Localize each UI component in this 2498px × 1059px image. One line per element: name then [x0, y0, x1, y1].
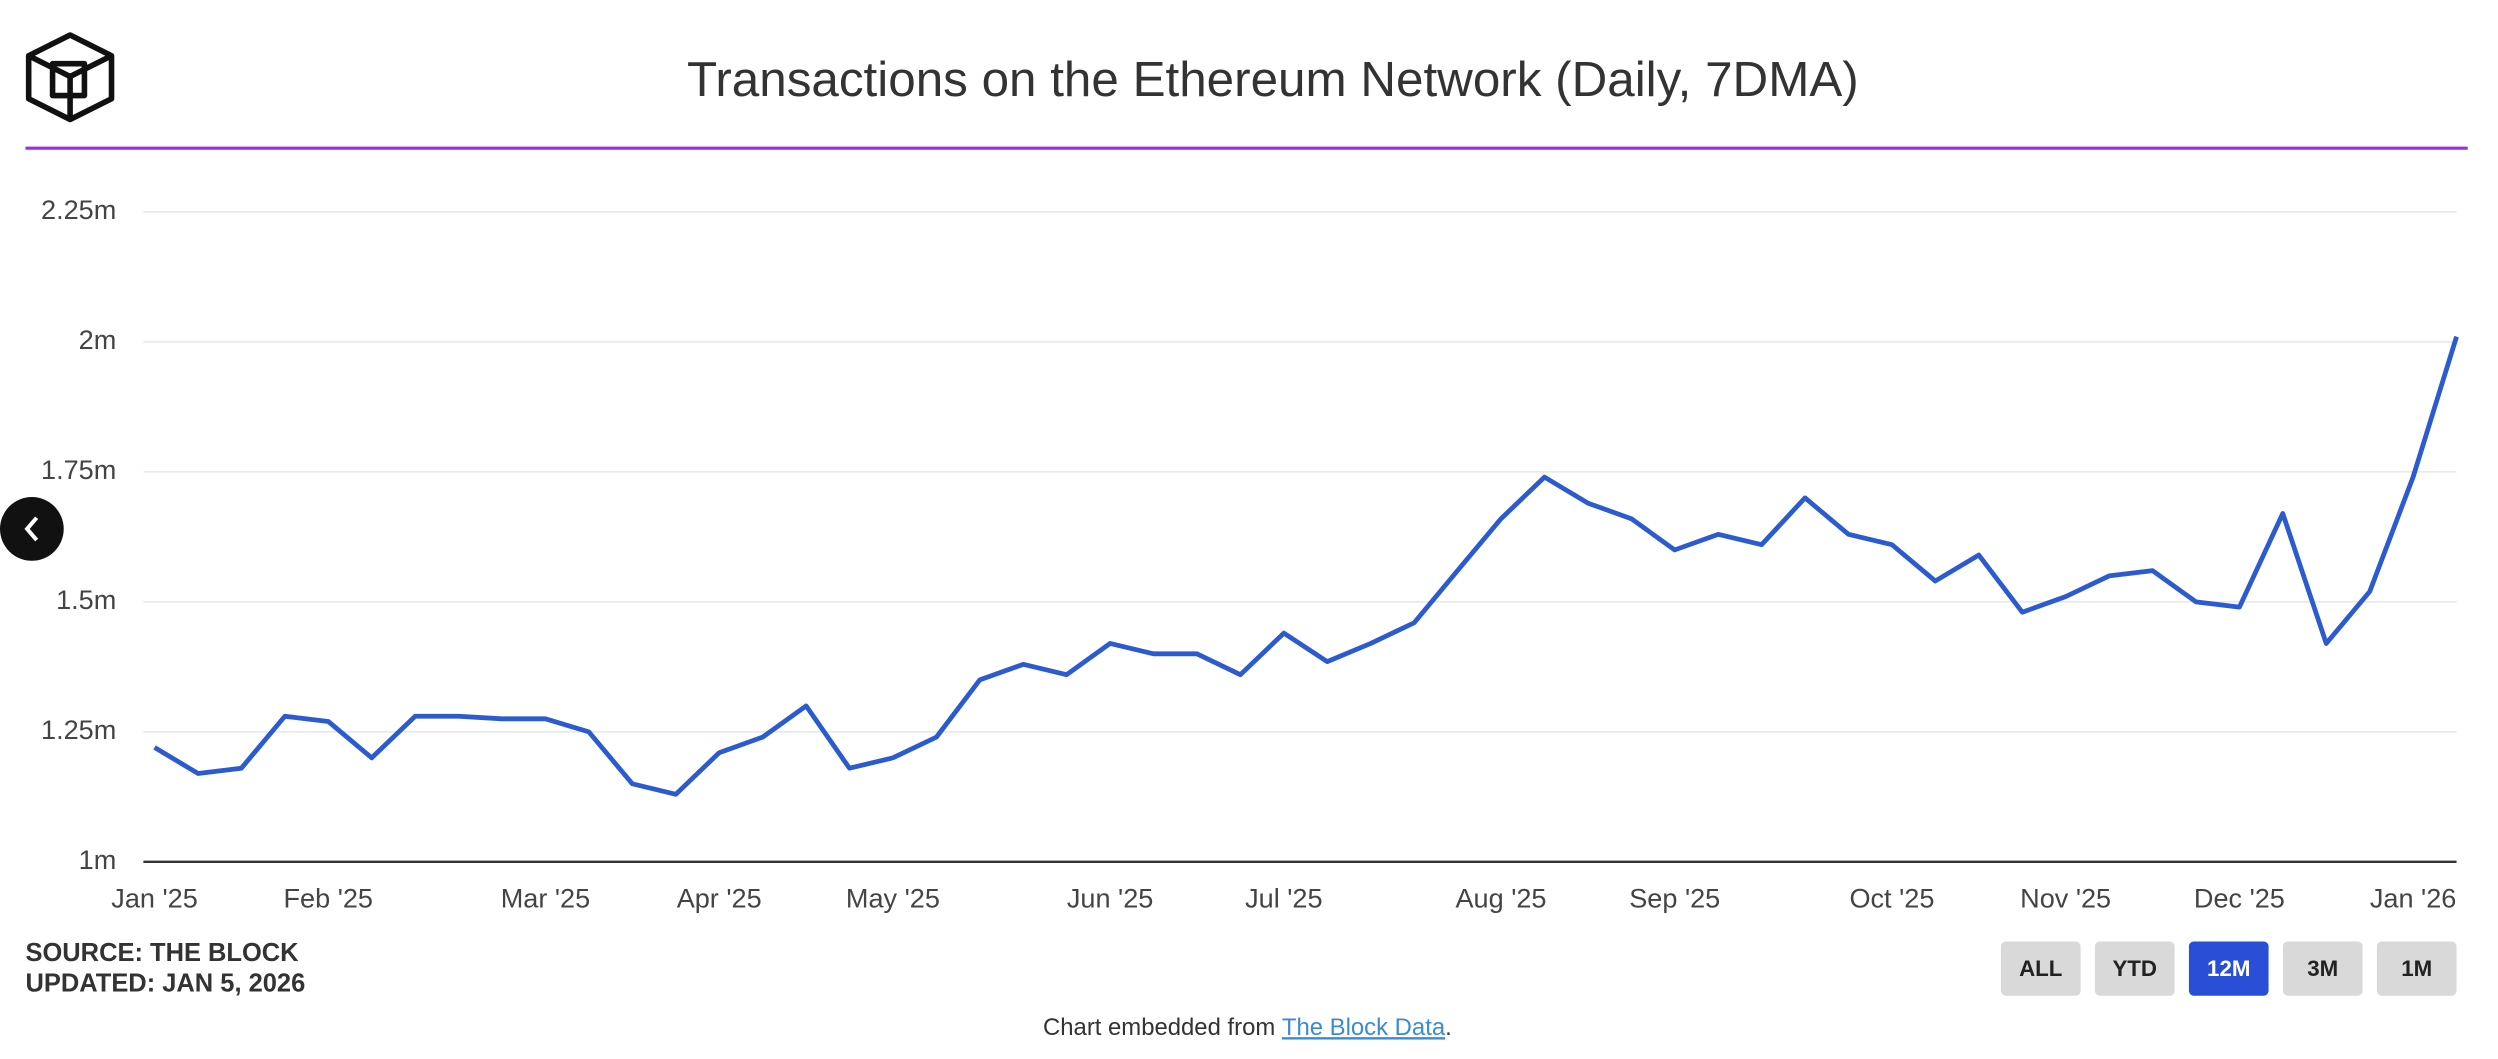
y-tick-label: 1.25m — [41, 714, 116, 745]
embed-link[interactable]: The Block Data — [1282, 1014, 1446, 1041]
x-tick-label: Apr '25 — [677, 882, 762, 913]
range-button-bg — [2000, 941, 2081, 996]
source: SOURCE: THE BLOCK — [25, 939, 299, 967]
chart-title: Transactions on the Ethereum Network (Da… — [687, 52, 1859, 107]
range-button-label: 12M — [2207, 956, 2250, 981]
range-button-bg — [2282, 941, 2363, 996]
logo — [25, 32, 115, 123]
embed-suffix: . — [1445, 1014, 1452, 1041]
x-tick-label: Jun '25 — [1067, 882, 1153, 913]
range-button-label: ALL — [2019, 956, 2062, 981]
embed-text: Chart embedded from — [1043, 1014, 1282, 1041]
x-tick-label: Dec '25 — [2194, 882, 2285, 913]
range-button-label: 3M — [2307, 956, 2338, 981]
x-tick-label: Jan '26 — [2370, 882, 2456, 913]
x-tick-label: Nov '25 — [2020, 882, 2111, 913]
y-tick-label: 2m — [79, 324, 117, 355]
range-button[interactable]: 12M — [2188, 941, 2269, 996]
range-button[interactable]: 3M — [2282, 941, 2363, 996]
range-button-bg — [2188, 941, 2269, 996]
back-button[interactable] — [0, 497, 64, 561]
x-tick-label: Sep '25 — [1629, 882, 1720, 913]
x-tick-label: Mar '25 — [501, 882, 590, 913]
data-line — [153, 335, 2459, 797]
x-tick-label: Jan '25 — [111, 882, 197, 913]
range-button-label: 1M — [2401, 956, 2432, 981]
embed-note: Chart embedded from The Block Data. — [1043, 1014, 1452, 1041]
range-button-label: YTD — [2112, 956, 2157, 981]
x-tick-label: May '25 — [846, 882, 940, 913]
y-tick-label: 1m — [79, 844, 117, 875]
x-tick-label: Jul '25 — [1245, 882, 1322, 913]
y-tick-label: 1.75m — [41, 454, 116, 485]
y-tick-label: 1.5m — [56, 584, 116, 615]
x-tick-label: Oct '25 — [1849, 882, 1934, 913]
range-button[interactable]: ALL — [2000, 941, 2081, 996]
range-button-bg — [2094, 941, 2175, 996]
range-button-bg — [2376, 941, 2457, 996]
y-tick-label: 2.25m — [41, 194, 116, 225]
updated: UPDATED: JAN 5, 2026 — [25, 969, 305, 997]
range-button[interactable]: YTD — [2094, 941, 2175, 996]
x-tick-label: Aug '25 — [1456, 882, 1547, 913]
range-button[interactable]: 1M — [2376, 941, 2457, 996]
chart-body: Transactions on the Ethereum Network (Da… — [0, 32, 2468, 1041]
x-tick-label: Feb '25 — [284, 882, 373, 913]
